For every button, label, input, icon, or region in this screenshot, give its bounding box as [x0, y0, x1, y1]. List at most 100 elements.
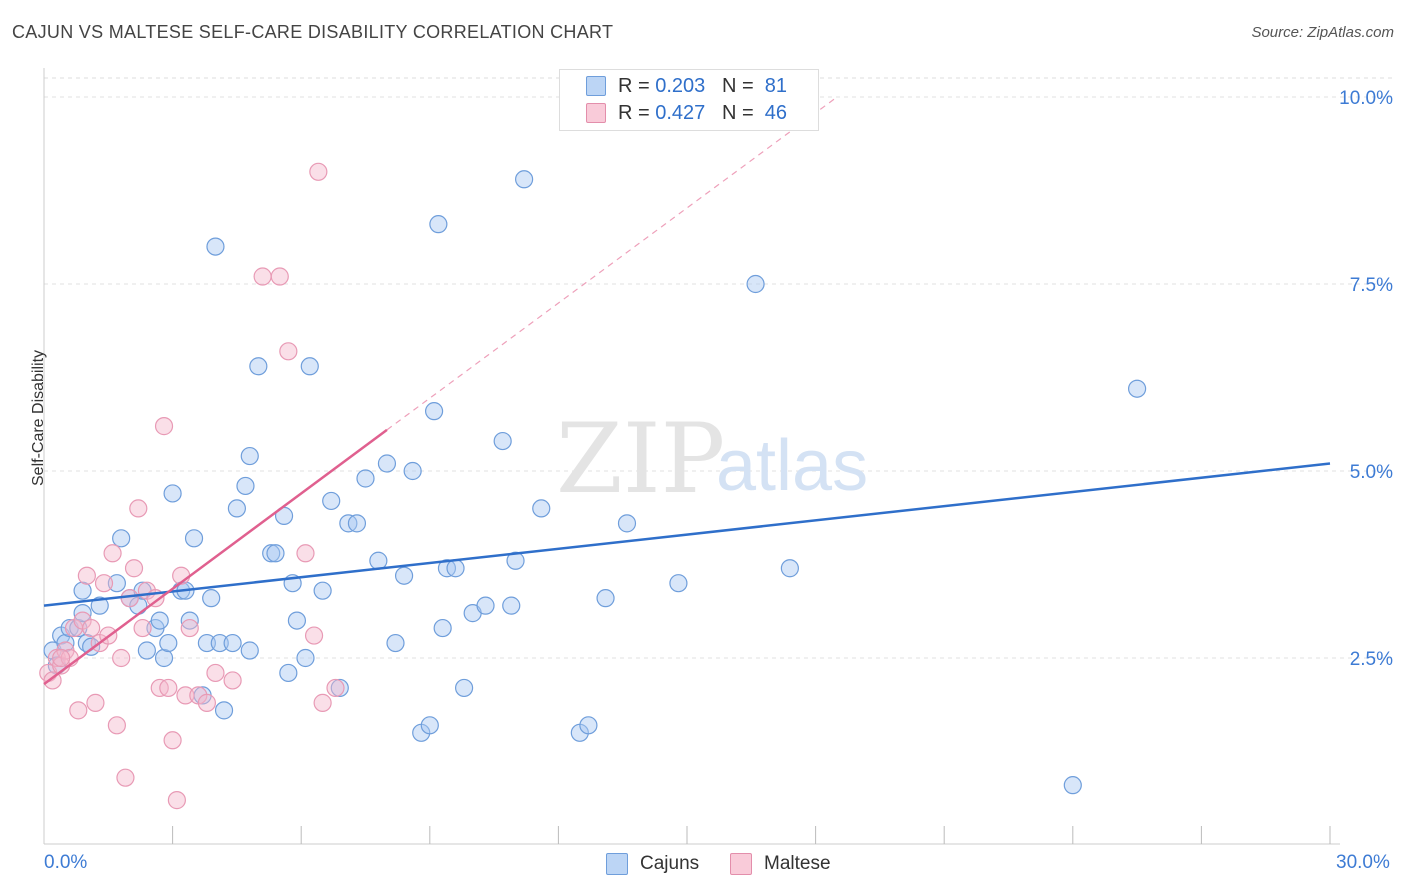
cajuns-point [394, 566, 414, 585]
cajuns-point [515, 170, 534, 189]
cajuns-point [300, 357, 319, 376]
cajuns-point [73, 604, 92, 623]
cajuns-point [202, 589, 221, 608]
maltese-point [253, 267, 272, 286]
cajuns-point [506, 551, 525, 570]
cajuns-point [617, 514, 637, 533]
chart-title: CAJUN VS MALTESE SELF-CARE DISABILITY CO… [12, 22, 614, 42]
cajuns-point [197, 633, 216, 653]
cajuns-point [90, 596, 109, 615]
maltese-point [176, 686, 195, 705]
maltese-point [223, 671, 242, 690]
cajuns-point [746, 274, 765, 294]
cajuns-point [369, 551, 388, 570]
maltese-trend-line [43, 428, 388, 686]
trend-lines [43, 96, 1331, 686]
maltese-point [103, 544, 122, 563]
cajuns-point [73, 581, 92, 600]
cajuns-point [532, 499, 551, 518]
cajuns-point [240, 446, 259, 466]
cajuns-point [579, 716, 598, 735]
legend-text-cajuns: R = 0.203 N = 81 [618, 74, 788, 97]
maltese-point [167, 791, 186, 810]
y-tick-labels: 2.5% 5.0% 7.5% 10.0% [1339, 88, 1393, 670]
legend-swatch-maltese [586, 103, 606, 123]
y-tick-label: 5.0% [1350, 462, 1393, 483]
cajuns-trend-line [43, 462, 1331, 607]
maltese-point [120, 589, 139, 608]
cajuns-point [429, 215, 448, 234]
cajuns-point [454, 678, 474, 698]
cajuns-point [420, 716, 439, 735]
legend-item-maltese: Maltese [730, 852, 831, 876]
cajuns-point [1063, 776, 1082, 795]
x-tick-label-min: 0.0% [44, 852, 88, 873]
cajuns-point [206, 237, 225, 256]
x-tick-label-max: 30.0% [1336, 852, 1390, 873]
maltese-point [270, 267, 289, 286]
legend-n-cajuns: 81 [764, 74, 788, 97]
cajuns-point [780, 559, 799, 578]
maltese-point [206, 663, 225, 683]
maltese-point [279, 342, 298, 361]
y-tick-label: 7.5% [1350, 275, 1393, 296]
cajuns-point [227, 499, 246, 518]
cajuns-point [180, 611, 199, 630]
cajuns-point [107, 574, 126, 593]
maltese-point [86, 693, 105, 712]
cajuns-point [210, 633, 229, 653]
maltese-point [124, 559, 144, 578]
cajuns-point [262, 544, 281, 563]
cajuns-point [287, 611, 307, 630]
axes [43, 68, 1340, 845]
maltese-point [163, 731, 182, 750]
cajuns-point [1127, 379, 1147, 398]
grid-lines [44, 77, 1392, 659]
legend-swatch-cajuns [586, 76, 606, 96]
cajuns-point [159, 633, 178, 653]
cajuns-point [476, 596, 495, 615]
maltese-point [159, 678, 178, 698]
cajuns-point [386, 633, 405, 653]
maltese-point [69, 701, 88, 720]
cajuns-point [56, 633, 75, 653]
maltese-point [154, 417, 174, 436]
maltese-point [304, 626, 324, 645]
legend-text-maltese: R = 0.427 N = 46 [618, 101, 788, 124]
cajuns-point [279, 663, 298, 683]
cajuns-point [240, 641, 259, 660]
cajuns-point [356, 469, 375, 488]
correlation-legend: R = 0.203 N = 81 R = 0.427 N = 46 [559, 69, 819, 131]
maltese-point [52, 648, 71, 668]
maltese-point [180, 618, 199, 638]
maltese-point [313, 693, 332, 712]
source-label: Source: ZipAtlas.com [1251, 24, 1394, 41]
cajuns-point [596, 589, 615, 608]
legend-r-maltese: 0.427 [655, 101, 706, 124]
cajuns-point [377, 454, 397, 473]
cajuns-point [502, 596, 521, 615]
maltese-point [107, 716, 126, 735]
cajuns-point [163, 484, 182, 503]
legend-item-label-maltese: Maltese [764, 853, 831, 874]
cajuns-point [424, 402, 444, 421]
series-legend: Cajuns Maltese [0, 852, 1406, 878]
cajuns-point [214, 701, 234, 720]
maltese-point [112, 648, 131, 668]
cajuns-point [446, 559, 465, 578]
legend-item-swatch-cajuns [606, 853, 628, 875]
maltese-point [326, 678, 345, 698]
maltese-trend-extension [386, 96, 838, 431]
cajuns-point [322, 491, 341, 511]
maltese-points [39, 162, 345, 810]
watermark-atlas: atlas [716, 426, 868, 506]
watermark: ZIP atlas [556, 403, 868, 515]
maltese-point [133, 618, 152, 638]
cajuns-points [43, 170, 1147, 795]
cajuns-point [249, 357, 268, 376]
cajuns-point [223, 633, 242, 653]
maltese-point [94, 574, 114, 593]
cajuns-point [154, 648, 174, 668]
y-tick-label: 2.5% [1350, 649, 1393, 670]
